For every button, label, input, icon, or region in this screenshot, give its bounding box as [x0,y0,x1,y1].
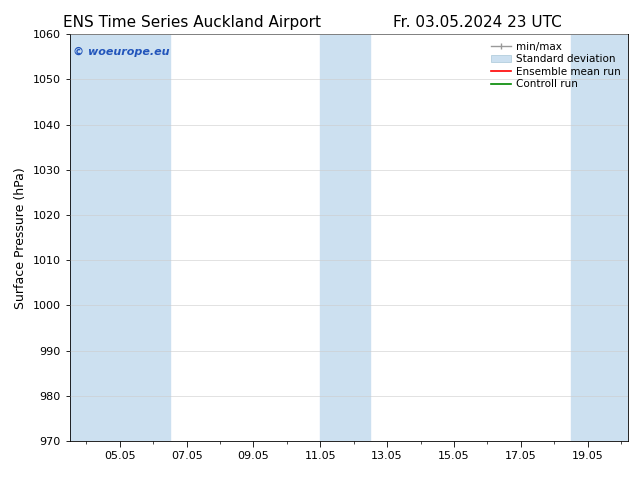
Text: © woeurope.eu: © woeurope.eu [72,47,169,56]
Title: ENS Time Series Auckland Airport     Fr. 03.05.2024 23 UTC: ENS Time Series Auckland Airport Fr. 03.… [0,489,1,490]
Text: ENS Time Series Auckland Airport: ENS Time Series Auckland Airport [63,15,321,30]
Bar [571,34,628,441]
Legend: min/max, Standard deviation, Ensemble mean run, Controll run: min/max, Standard deviation, Ensemble me… [489,40,623,92]
Bar [320,34,370,441]
Text: Fr. 03.05.2024 23 UTC: Fr. 03.05.2024 23 UTC [393,15,562,30]
Bar [70,34,170,441]
Y-axis label: Surface Pressure (hPa): Surface Pressure (hPa) [14,167,27,309]
